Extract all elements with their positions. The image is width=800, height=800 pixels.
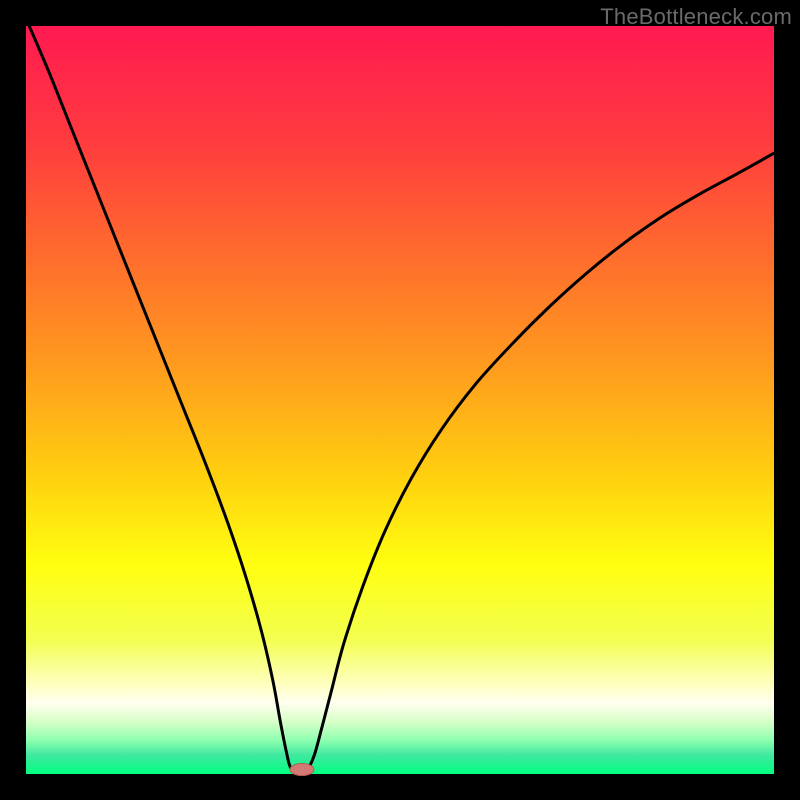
chart-container: TheBottleneck.com (0, 0, 800, 800)
bottleneck-curve-plot (0, 0, 800, 800)
plot-background (26, 26, 774, 774)
watermark-text: TheBottleneck.com (600, 4, 792, 30)
minimum-marker (290, 764, 314, 776)
